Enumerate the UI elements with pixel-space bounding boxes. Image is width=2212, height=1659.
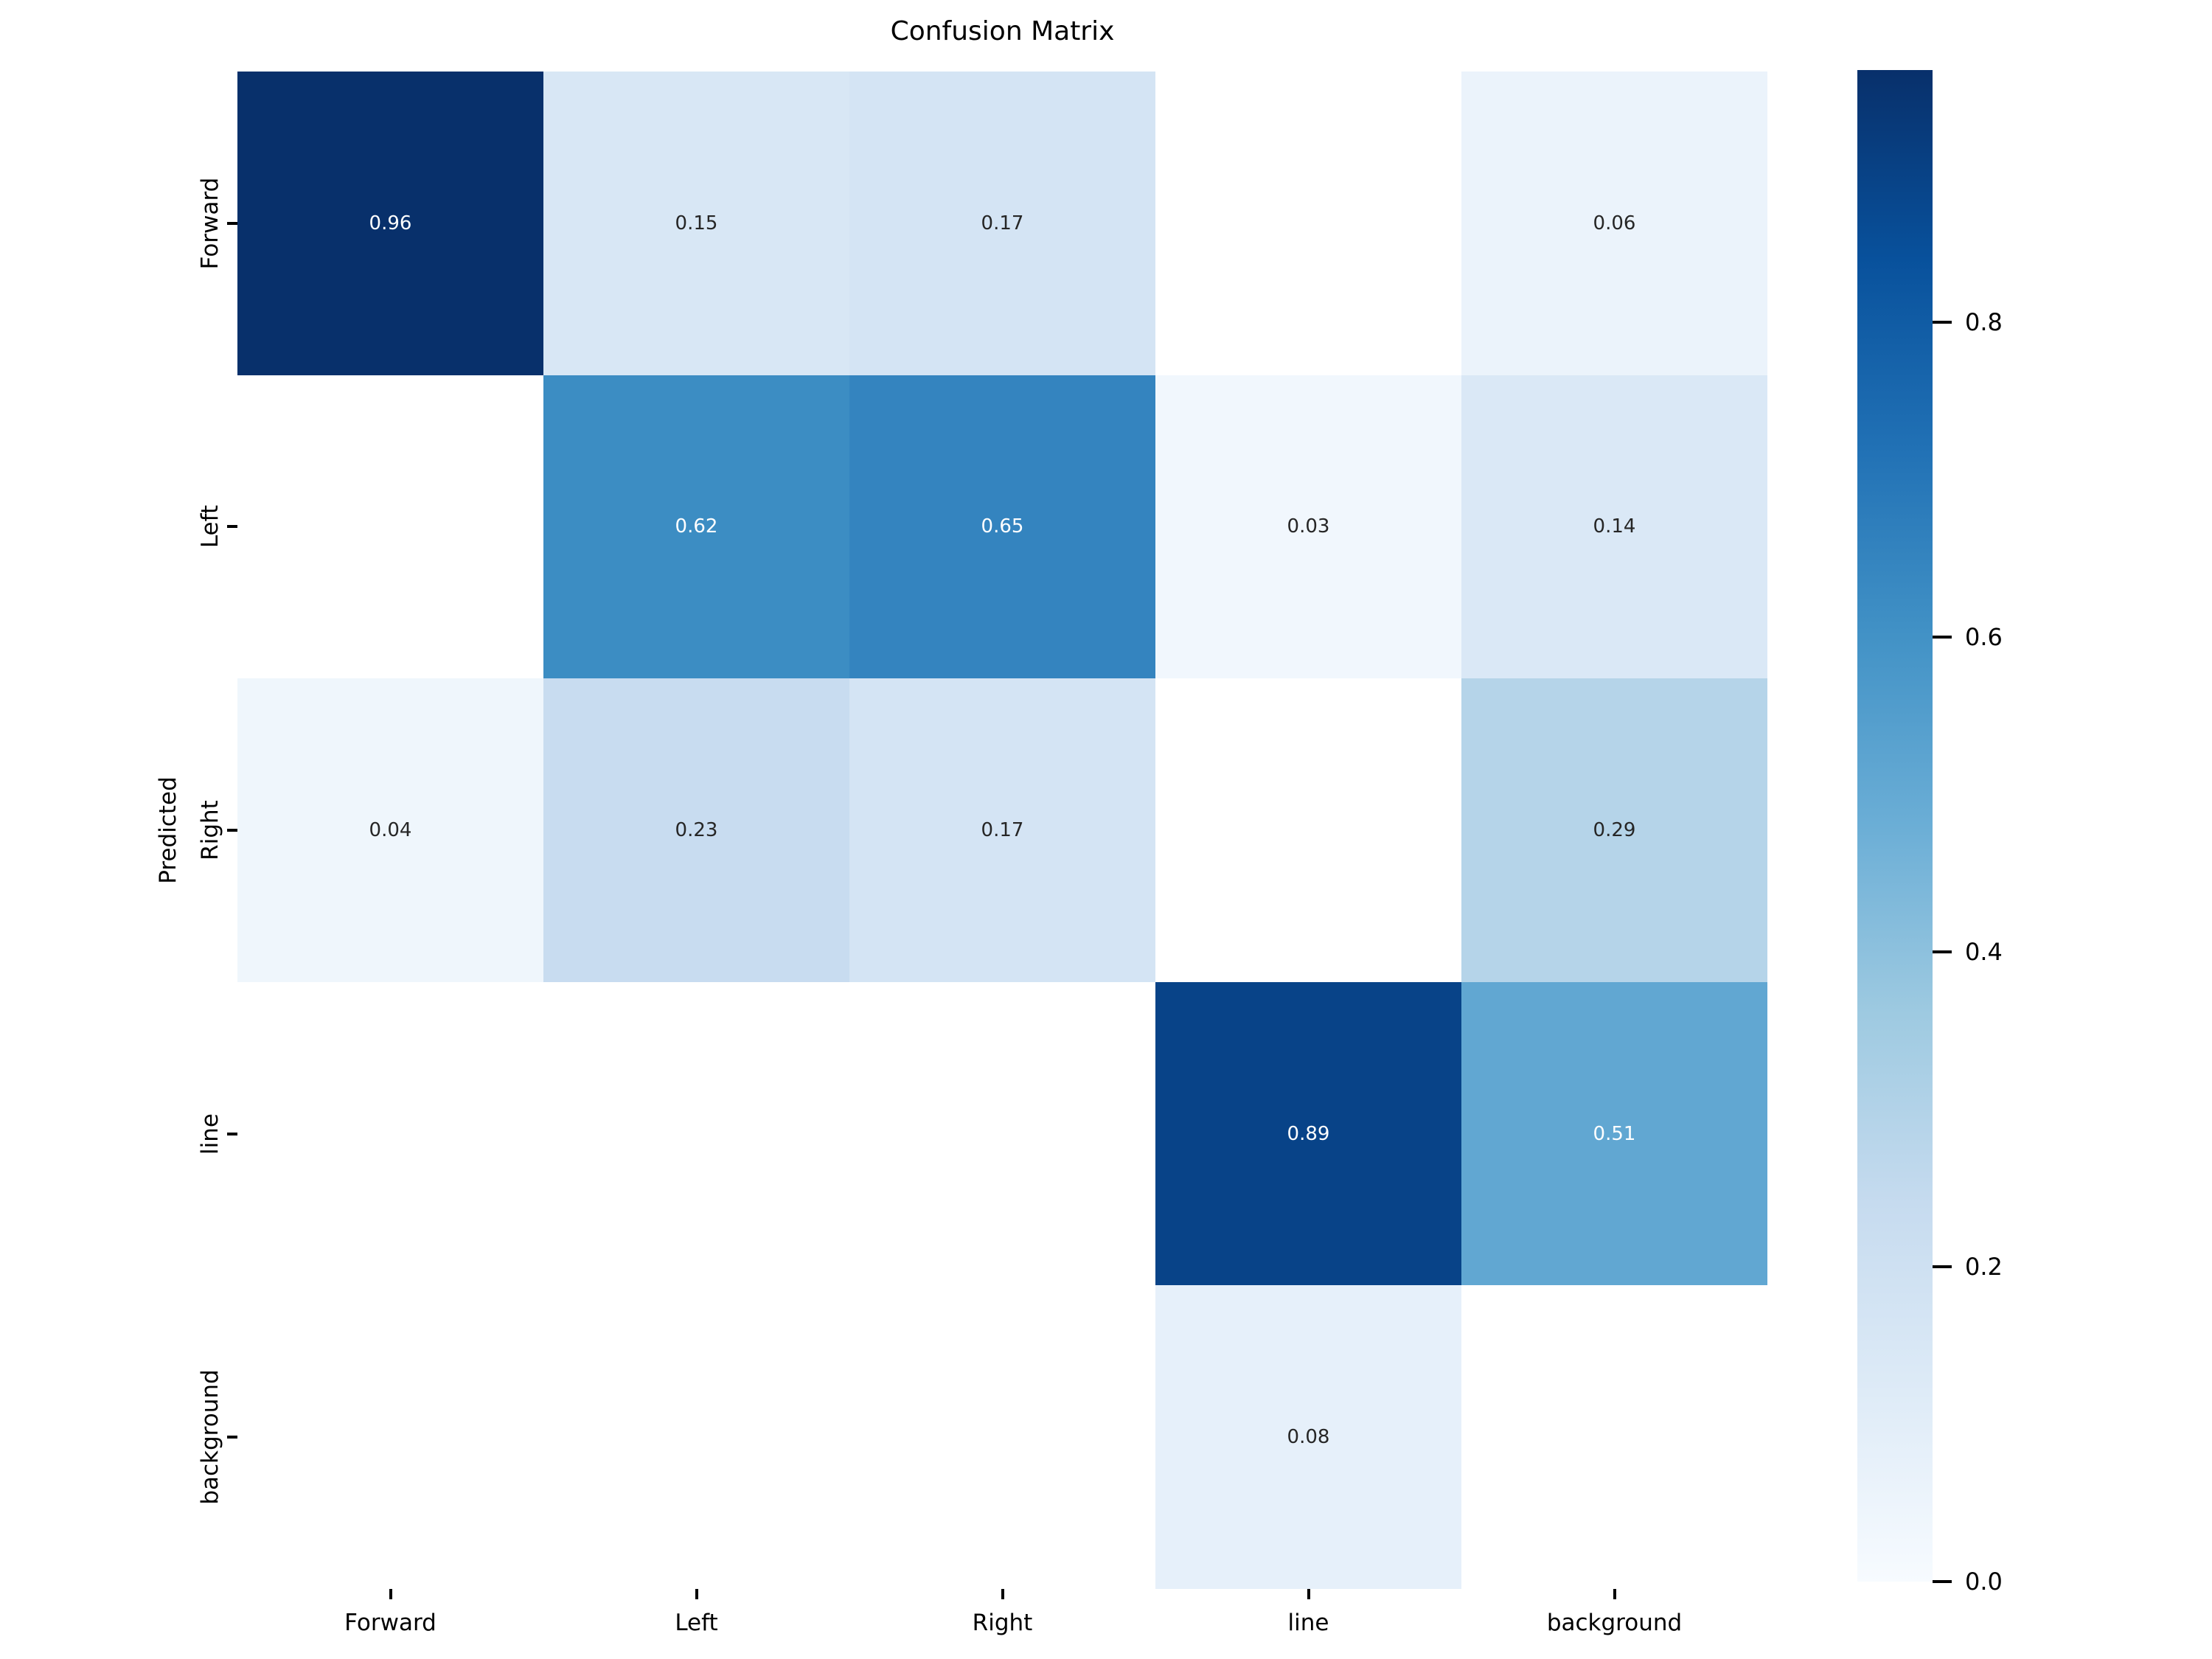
y-axis-label: Predicted	[155, 776, 181, 884]
colorbar-tick-label: 0.8	[1965, 307, 2003, 336]
cell-value: 0.23	[675, 818, 718, 841]
colorbar-tick-mark	[1933, 320, 1952, 324]
heatmap-cell: 0.29	[1461, 678, 1767, 982]
colorbar: 0.0 0.2 0.4 0.6 0.8	[1857, 70, 2003, 1596]
heatmap-cell: 0.04	[237, 678, 543, 982]
heatmap-cell	[1461, 1285, 1767, 1589]
heatmap-cell: 0.06	[1461, 72, 1767, 375]
cell-value: 0.17	[981, 818, 1024, 841]
cell-value: 0.29	[1593, 818, 1636, 841]
x-tick-mark	[389, 1589, 392, 1599]
cell-value: 0.89	[1287, 1122, 1330, 1145]
chart-title: Confusion Matrix	[890, 16, 1115, 46]
heatmap-cell: 0.15	[543, 72, 849, 375]
cell-value: 0.65	[981, 515, 1024, 538]
colorbar-tick-mark	[1933, 1580, 1952, 1583]
cell-value: 0.62	[675, 515, 718, 538]
heatmap-cell	[237, 375, 543, 679]
heatmap-cell	[543, 1285, 849, 1589]
heatmap-cell	[1155, 72, 1461, 375]
colorbar-tick-mark	[1933, 950, 1952, 953]
y-tick-label: Left	[197, 505, 223, 549]
heatmap-cell: 0.51	[1461, 981, 1767, 1286]
heatmap-cell: 0.96	[237, 72, 543, 375]
y-tick-label: line	[197, 1113, 223, 1155]
heatmap-cell: 0.03	[1155, 375, 1461, 679]
y-tick-mark	[227, 1436, 237, 1439]
x-tick-label: background	[1546, 1610, 1683, 1636]
heatmap-cell: 0.14	[1461, 375, 1767, 679]
x-tick-label: line	[1287, 1610, 1329, 1636]
x-tick-label: Left	[675, 1610, 718, 1636]
x-tick-label: Right	[972, 1610, 1033, 1636]
y-tick-mark	[227, 1132, 237, 1135]
x-tick-mark	[695, 1589, 698, 1599]
cell-value: 0.15	[675, 212, 718, 234]
heatmap-cell	[543, 981, 849, 1286]
y-tick-mark	[227, 525, 237, 529]
y-tick-label: Forward	[197, 177, 223, 270]
cell-value: 0.03	[1287, 515, 1330, 538]
cell-value: 0.51	[1593, 1122, 1636, 1145]
y-tick-mark	[227, 221, 237, 225]
y-tick-label: background	[197, 1369, 223, 1505]
heatmap-cell	[849, 1285, 1155, 1589]
heatmap-cell: 0.62	[543, 375, 849, 679]
cell-value: 0.96	[369, 212, 412, 234]
heatmap-cell	[849, 981, 1155, 1286]
colorbar-tick-label: 0.4	[1965, 937, 2003, 966]
x-tick-label: Forward	[344, 1610, 437, 1636]
x-tick-mark	[1001, 1589, 1004, 1599]
colorbar-tick-mark	[1933, 1265, 1952, 1268]
colorbar-tick-label: 0.0	[1965, 1568, 2003, 1596]
heatmap-grid: 0.96 0.15 0.17 0.06 0.62 0.65 0.03 0.14 0.04 0.23…	[237, 72, 1767, 1589]
y-tick-mark	[227, 829, 237, 832]
x-tick-mark	[1613, 1589, 1616, 1599]
cell-value: 0.06	[1593, 212, 1636, 234]
cell-value: 0.04	[369, 818, 412, 841]
heatmap-cell	[237, 1285, 543, 1589]
heatmap-cell: 0.17	[849, 72, 1155, 375]
heatmap-cell: 0.65	[849, 375, 1155, 679]
colorbar-tick-label: 0.6	[1965, 622, 2003, 651]
cell-value: 0.08	[1287, 1426, 1330, 1449]
colorbar-tick-label: 0.2	[1965, 1252, 2003, 1281]
colorbar-tick-mark	[1933, 635, 1952, 639]
heatmap-cell	[1155, 678, 1461, 982]
x-tick-mark	[1307, 1589, 1310, 1599]
heatmap-cell: 0.89	[1155, 981, 1461, 1286]
heatmap-cell: 0.08	[1155, 1285, 1461, 1589]
heatmap-cell: 0.23	[543, 678, 849, 982]
heatmap-cell: 0.17	[849, 678, 1155, 982]
heatmap-cell	[237, 981, 543, 1286]
cell-value: 0.14	[1593, 515, 1636, 538]
y-tick-label: Right	[197, 800, 223, 860]
cell-value: 0.17	[981, 212, 1024, 234]
